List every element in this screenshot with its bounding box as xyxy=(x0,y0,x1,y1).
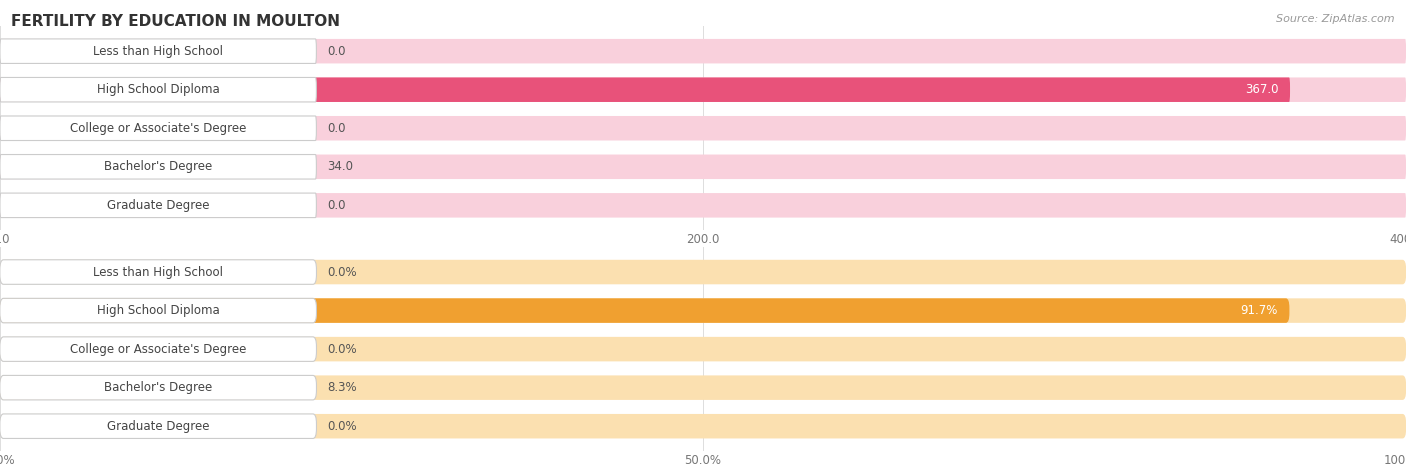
Text: College or Associate's Degree: College or Associate's Degree xyxy=(70,122,246,135)
Text: 0.0%: 0.0% xyxy=(328,266,357,278)
FancyBboxPatch shape xyxy=(0,414,1406,438)
Text: High School Diploma: High School Diploma xyxy=(97,83,219,96)
Text: 0.0: 0.0 xyxy=(328,122,346,135)
FancyBboxPatch shape xyxy=(0,193,316,218)
FancyBboxPatch shape xyxy=(0,77,1406,102)
Text: Bachelor's Degree: Bachelor's Degree xyxy=(104,160,212,173)
Text: 0.0%: 0.0% xyxy=(328,342,357,356)
Text: Less than High School: Less than High School xyxy=(93,45,224,57)
Text: Graduate Degree: Graduate Degree xyxy=(107,420,209,433)
Text: 34.0: 34.0 xyxy=(328,160,353,173)
FancyBboxPatch shape xyxy=(0,116,316,141)
FancyBboxPatch shape xyxy=(0,116,1406,141)
Text: 0.0: 0.0 xyxy=(328,199,346,212)
FancyBboxPatch shape xyxy=(0,260,1406,285)
FancyBboxPatch shape xyxy=(0,77,1291,102)
Text: Source: ZipAtlas.com: Source: ZipAtlas.com xyxy=(1277,14,1395,24)
Text: 367.0: 367.0 xyxy=(1246,83,1279,96)
FancyBboxPatch shape xyxy=(0,39,316,64)
FancyBboxPatch shape xyxy=(0,298,316,323)
FancyBboxPatch shape xyxy=(0,298,1406,323)
FancyBboxPatch shape xyxy=(0,260,316,285)
Text: Less than High School: Less than High School xyxy=(93,266,224,278)
FancyBboxPatch shape xyxy=(0,77,316,102)
FancyBboxPatch shape xyxy=(0,298,1289,323)
FancyBboxPatch shape xyxy=(0,154,120,179)
Text: High School Diploma: High School Diploma xyxy=(97,304,219,317)
FancyBboxPatch shape xyxy=(0,375,316,400)
FancyBboxPatch shape xyxy=(0,193,1406,218)
FancyBboxPatch shape xyxy=(0,39,1406,64)
Text: 8.3%: 8.3% xyxy=(328,381,357,394)
FancyBboxPatch shape xyxy=(0,337,316,361)
Text: 0.0%: 0.0% xyxy=(328,420,357,433)
Text: College or Associate's Degree: College or Associate's Degree xyxy=(70,342,246,356)
FancyBboxPatch shape xyxy=(0,375,1406,400)
Text: 0.0: 0.0 xyxy=(328,45,346,57)
Text: 91.7%: 91.7% xyxy=(1240,304,1278,317)
FancyBboxPatch shape xyxy=(0,414,316,438)
Text: Bachelor's Degree: Bachelor's Degree xyxy=(104,381,212,394)
Text: Graduate Degree: Graduate Degree xyxy=(107,199,209,212)
Text: FERTILITY BY EDUCATION IN MOULTON: FERTILITY BY EDUCATION IN MOULTON xyxy=(11,14,340,29)
FancyBboxPatch shape xyxy=(0,154,316,179)
FancyBboxPatch shape xyxy=(0,154,1406,179)
FancyBboxPatch shape xyxy=(0,375,117,400)
FancyBboxPatch shape xyxy=(0,337,1406,361)
